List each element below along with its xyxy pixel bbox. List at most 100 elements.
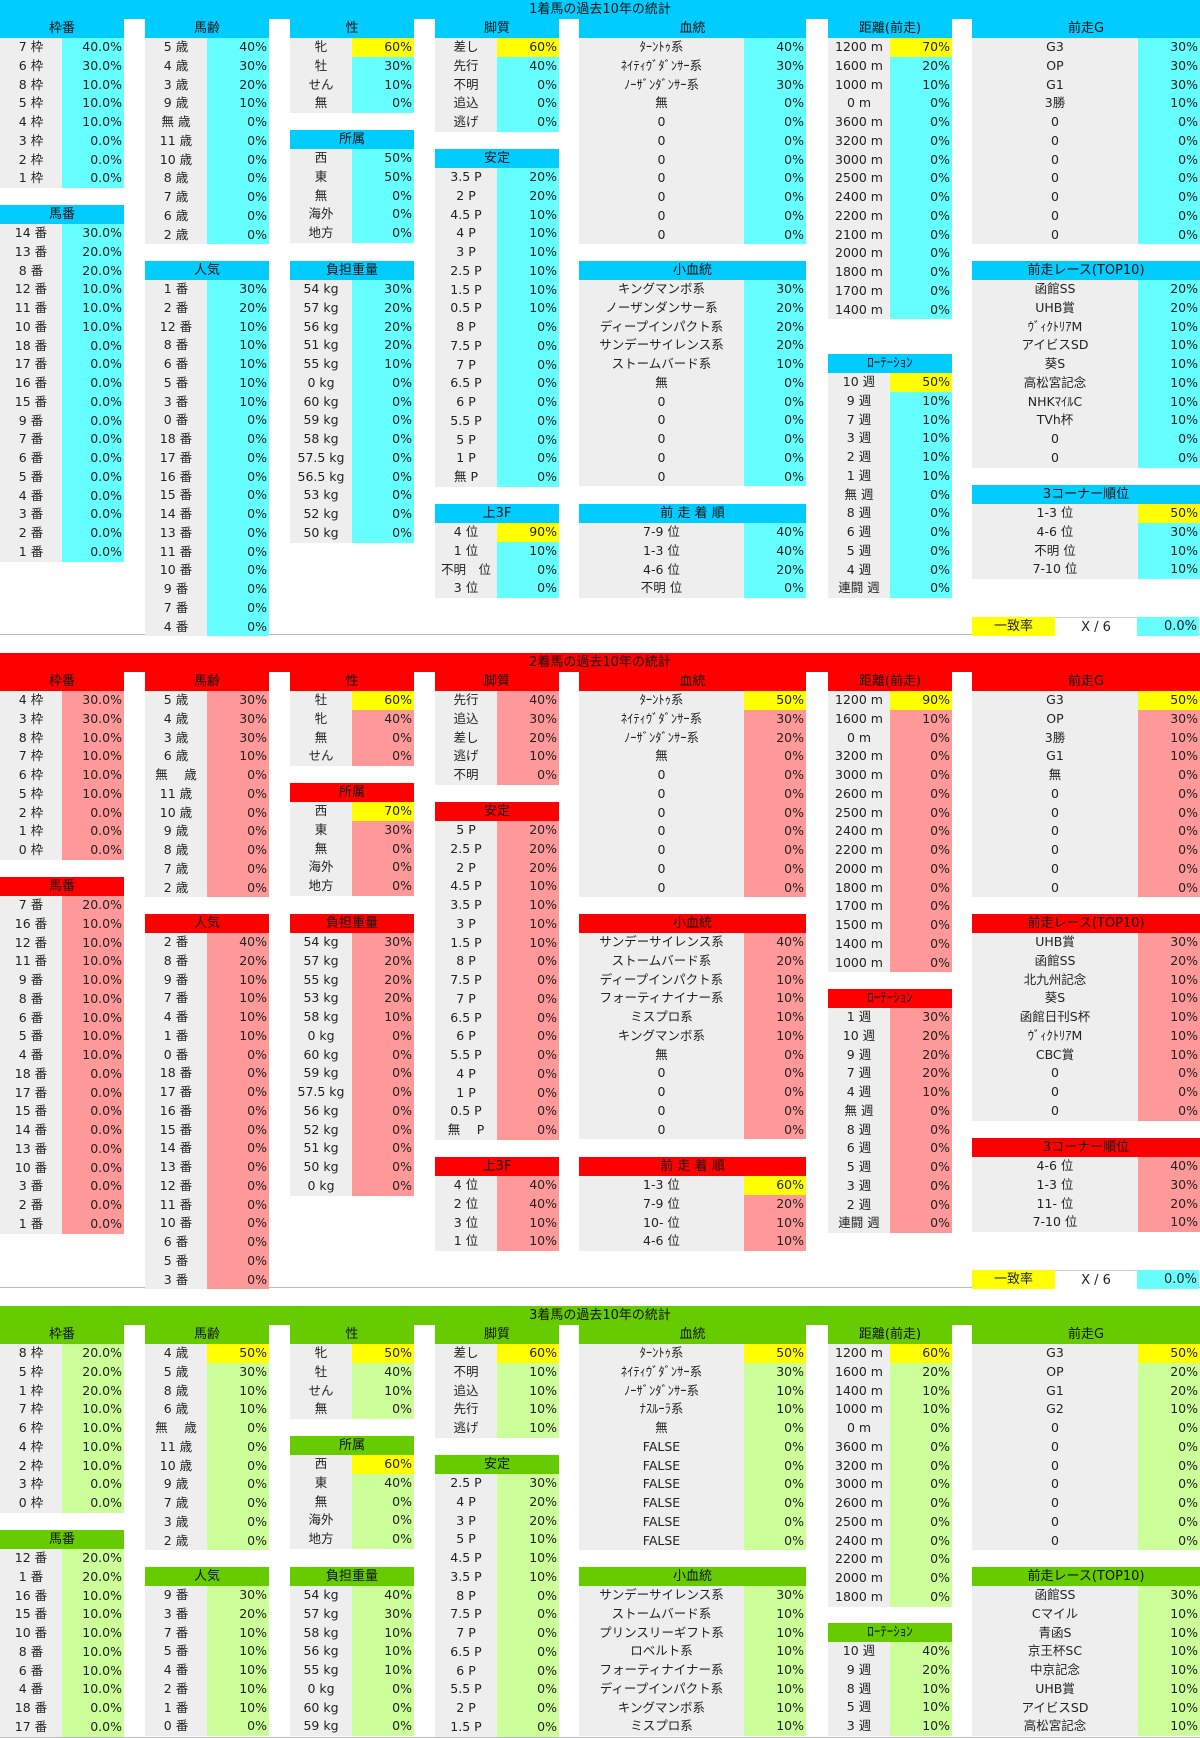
row-label: 6 週 xyxy=(828,1139,890,1158)
row-value: 0% xyxy=(744,803,806,823)
row-value: 10.0% xyxy=(62,280,124,299)
row-label: 12 番 xyxy=(145,317,207,337)
row-label: 57 kg xyxy=(290,298,352,318)
table-row: 1200 m 90% xyxy=(828,691,952,710)
row-value: 40% xyxy=(207,933,269,952)
row-label: 3 P xyxy=(435,243,497,262)
table-row: 1400 m 0% xyxy=(828,300,952,320)
table-row: 地方 0% xyxy=(290,1530,414,1549)
table-row: 14 番 0% xyxy=(145,505,269,524)
row-value: 10% xyxy=(207,989,269,1008)
table-row: 7 番 10% xyxy=(145,989,269,1008)
row-label: キングマンボ系 xyxy=(579,1698,744,1718)
row-label: 15 番 xyxy=(0,392,62,412)
row-label: 9 歳 xyxy=(145,94,207,113)
table-row: 16 番 0% xyxy=(145,1101,269,1121)
row-value: 0% xyxy=(890,822,952,841)
row-value: 0% xyxy=(207,505,269,524)
table-row: 3 枠 0.0% xyxy=(0,1475,124,1494)
row-label: 56 kg xyxy=(290,317,352,337)
row-label: 56 kg xyxy=(290,1101,352,1121)
table-row: 1 枠 0.0% xyxy=(0,169,124,188)
row-label: 10 番 xyxy=(0,1158,62,1178)
row-value: 0.0% xyxy=(62,449,124,468)
block-title: ﾛｰﾃｰｼｮﾝ xyxy=(828,354,952,373)
row-label: 1 番 xyxy=(145,1698,207,1718)
row-value: 10% xyxy=(890,1400,952,1419)
row-label: 無 P xyxy=(435,468,497,487)
row-value: 50% xyxy=(207,1344,269,1363)
table-row: 5 番 10% xyxy=(145,1642,269,1661)
row-label: UHB賞 xyxy=(972,298,1138,318)
row-value: 0% xyxy=(890,1139,952,1158)
row-label: 4 P xyxy=(435,1492,497,1512)
row-label: 3 番 xyxy=(0,1177,62,1196)
section-frame xyxy=(0,653,1200,1288)
table-row: ﾀｰﾝﾄｩ系 50% xyxy=(579,1344,806,1363)
row-label: 3.5 P xyxy=(435,1567,497,1587)
row-value: 0% xyxy=(744,878,806,898)
row-value: 10% xyxy=(497,1419,559,1438)
row-value: 0% xyxy=(890,523,952,542)
row-label: 0.5 P xyxy=(435,1102,497,1121)
table-row: 15 番 0% xyxy=(145,1120,269,1140)
row-value: 0% xyxy=(890,784,952,804)
row-label: 1.5 P xyxy=(435,933,497,953)
table-row: 7 週 20% xyxy=(828,1064,952,1083)
row-value: 0% xyxy=(890,263,952,282)
row-value: 0% xyxy=(497,1027,559,1046)
table-row: 56 kg 0% xyxy=(290,1101,414,1121)
row-value: 20% xyxy=(1138,951,1200,971)
row-value: 0% xyxy=(207,1233,269,1252)
row-label: 東 xyxy=(290,820,352,840)
table-row: 0 0% xyxy=(972,878,1200,898)
table-row: 59 kg 0% xyxy=(290,411,414,430)
row-label: 3000 m xyxy=(828,1475,890,1494)
table-row: G1 20% xyxy=(972,1381,1200,1401)
table-row: G1 10% xyxy=(972,747,1200,766)
row-value: 10.0% xyxy=(62,784,124,804)
row-value: 20% xyxy=(744,951,806,971)
row-label: 先行 xyxy=(435,1400,497,1419)
row-label: 17 番 xyxy=(145,1083,207,1102)
table-row: 無 0% xyxy=(579,747,806,766)
block-title: 3コーナー順位 xyxy=(972,485,1200,504)
table-row: 4 歳 30% xyxy=(145,709,269,729)
row-value: 20% xyxy=(497,186,559,206)
row-value: 0% xyxy=(1138,859,1200,879)
table-row: 9 番 30% xyxy=(145,1586,269,1605)
row-label: ﾉｰｻﾞﾝﾀﾞﾝｻｰ系 xyxy=(579,1381,744,1401)
stats-block: 馬番 12 番 20.0% 1 番 20.0% 16 番 10.0% 15 番 10.0% 10 … xyxy=(0,1530,124,1737)
row-label: 9 番 xyxy=(145,1586,207,1605)
row-value: 10% xyxy=(1138,728,1200,748)
table-row: 6 歳 10% xyxy=(145,1400,269,1419)
row-value: 0% xyxy=(1138,225,1200,245)
row-value: 10% xyxy=(497,1530,559,1549)
table-row: キングマンボ系 30% xyxy=(579,280,806,299)
row-label: 9 番 xyxy=(0,971,62,990)
row-label: 5 P xyxy=(435,1530,497,1549)
table-row: 不明 0% xyxy=(435,766,559,785)
row-label: 5 番 xyxy=(145,1251,207,1271)
table-row: 6 番 10.0% xyxy=(0,1008,124,1028)
row-value: 10% xyxy=(744,1642,806,1661)
table-row: 5 歳 30% xyxy=(145,1362,269,1382)
row-label: 3 歳 xyxy=(145,728,207,748)
block-title: 血統 xyxy=(579,19,806,38)
table-row: 10 番 0% xyxy=(145,561,269,580)
row-label: 2.5 P xyxy=(435,839,497,859)
row-value: 0% xyxy=(207,188,269,207)
row-label: FALSE xyxy=(579,1494,744,1513)
row-label: ｳﾞｨｸﾄﾘｱM xyxy=(972,317,1138,337)
row-label: 海外 xyxy=(290,1511,352,1530)
row-label: 17 番 xyxy=(0,355,62,374)
row-label: 16 番 xyxy=(145,467,207,487)
row-value: 0% xyxy=(744,1512,806,1532)
row-value: 20% xyxy=(352,951,414,971)
row-label: 地方 xyxy=(290,877,352,896)
block-title: 前走G xyxy=(972,1325,1200,1344)
row-value: 0% xyxy=(497,1605,559,1624)
row-label: 7-9 位 xyxy=(579,523,744,542)
table-row: 50 kg 0% xyxy=(290,523,414,543)
row-label: アイビスSD xyxy=(972,1698,1138,1718)
